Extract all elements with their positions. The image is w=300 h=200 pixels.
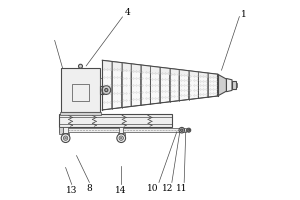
- Circle shape: [63, 136, 68, 140]
- Polygon shape: [208, 73, 218, 79]
- Bar: [62, 133, 69, 136]
- Bar: [100, 86, 104, 94]
- Polygon shape: [160, 67, 169, 75]
- Bar: [71, 84, 89, 101]
- Text: 12: 12: [162, 184, 174, 193]
- Polygon shape: [122, 63, 131, 108]
- Polygon shape: [198, 72, 208, 78]
- Bar: [104, 87, 106, 93]
- Bar: [58, 114, 172, 127]
- Polygon shape: [131, 64, 141, 106]
- Polygon shape: [169, 68, 179, 76]
- Text: 10: 10: [147, 184, 159, 193]
- Circle shape: [102, 86, 111, 94]
- Polygon shape: [169, 68, 179, 102]
- Bar: [61, 68, 100, 112]
- Polygon shape: [218, 74, 226, 96]
- Circle shape: [187, 128, 191, 132]
- Circle shape: [119, 136, 123, 140]
- Polygon shape: [208, 73, 218, 97]
- Bar: [118, 133, 125, 136]
- Circle shape: [61, 134, 70, 143]
- Text: 11: 11: [176, 184, 188, 193]
- Polygon shape: [112, 61, 122, 72]
- Circle shape: [179, 127, 184, 133]
- Polygon shape: [179, 70, 189, 76]
- Polygon shape: [160, 67, 169, 103]
- Polygon shape: [189, 71, 198, 100]
- Circle shape: [120, 137, 122, 139]
- Polygon shape: [102, 60, 112, 71]
- Polygon shape: [179, 70, 189, 101]
- Bar: [100, 78, 102, 93]
- Circle shape: [188, 129, 190, 131]
- Text: 4: 4: [124, 8, 130, 17]
- Bar: [60, 112, 101, 115]
- Polygon shape: [141, 65, 150, 105]
- Bar: [58, 127, 63, 134]
- Circle shape: [79, 64, 83, 68]
- Polygon shape: [122, 63, 131, 72]
- Text: 8: 8: [86, 184, 92, 193]
- Polygon shape: [189, 71, 198, 77]
- Polygon shape: [141, 65, 150, 74]
- Polygon shape: [198, 72, 208, 98]
- Circle shape: [117, 134, 126, 143]
- Text: 13: 13: [66, 186, 77, 195]
- Text: 1: 1: [241, 10, 246, 19]
- Polygon shape: [131, 64, 141, 73]
- Bar: [236, 83, 237, 87]
- Text: 14: 14: [116, 186, 127, 195]
- Polygon shape: [226, 78, 232, 92]
- Polygon shape: [150, 66, 160, 74]
- Polygon shape: [112, 61, 122, 109]
- Bar: [63, 127, 68, 133]
- Bar: [58, 128, 186, 132]
- Circle shape: [181, 129, 183, 131]
- Polygon shape: [102, 60, 112, 110]
- Circle shape: [65, 137, 66, 139]
- Bar: [232, 81, 236, 89]
- Polygon shape: [150, 66, 160, 104]
- Circle shape: [105, 88, 108, 92]
- Bar: [119, 127, 123, 133]
